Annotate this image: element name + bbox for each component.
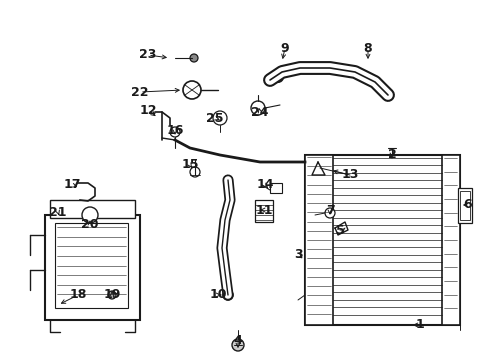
Circle shape: [375, 82, 385, 92]
Circle shape: [213, 111, 227, 125]
Bar: [270, 183, 282, 193]
Text: 7: 7: [326, 203, 334, 216]
Text: 2: 2: [388, 148, 396, 162]
Circle shape: [325, 208, 335, 218]
Circle shape: [170, 127, 180, 137]
Circle shape: [190, 167, 200, 177]
Circle shape: [82, 207, 98, 223]
Circle shape: [190, 54, 198, 62]
Text: 8: 8: [364, 41, 372, 54]
Bar: [55, 223, 128, 308]
Bar: [460, 191, 470, 220]
Text: 10: 10: [209, 288, 227, 302]
Bar: [45, 215, 140, 320]
Text: 11: 11: [255, 203, 273, 216]
Bar: [255, 200, 273, 222]
Circle shape: [273, 72, 283, 82]
Text: 24: 24: [251, 105, 269, 118]
Text: 16: 16: [166, 123, 184, 136]
Bar: [305, 155, 460, 325]
Circle shape: [183, 81, 201, 99]
Circle shape: [223, 290, 233, 300]
Text: 6: 6: [464, 198, 472, 211]
Text: 4: 4: [234, 333, 243, 346]
Text: 25: 25: [206, 112, 224, 125]
Circle shape: [108, 291, 116, 299]
Text: 23: 23: [139, 49, 157, 62]
Text: 17: 17: [63, 179, 81, 192]
Text: 20: 20: [81, 219, 99, 231]
Text: 13: 13: [342, 168, 359, 181]
Bar: [305, 155, 333, 325]
Text: 12: 12: [139, 104, 157, 117]
Bar: [50, 200, 135, 218]
Text: 21: 21: [49, 206, 67, 219]
Text: 9: 9: [281, 41, 289, 54]
Circle shape: [251, 101, 265, 115]
Text: 1: 1: [416, 319, 424, 332]
Text: 22: 22: [131, 85, 149, 99]
Text: 3: 3: [294, 248, 302, 261]
Text: 15: 15: [181, 158, 199, 171]
Text: 18: 18: [69, 288, 87, 302]
Text: 5: 5: [336, 224, 344, 237]
Bar: [458, 188, 472, 223]
Circle shape: [232, 339, 244, 351]
Bar: [442, 155, 460, 325]
Text: 14: 14: [256, 179, 274, 192]
Text: 19: 19: [103, 288, 121, 302]
